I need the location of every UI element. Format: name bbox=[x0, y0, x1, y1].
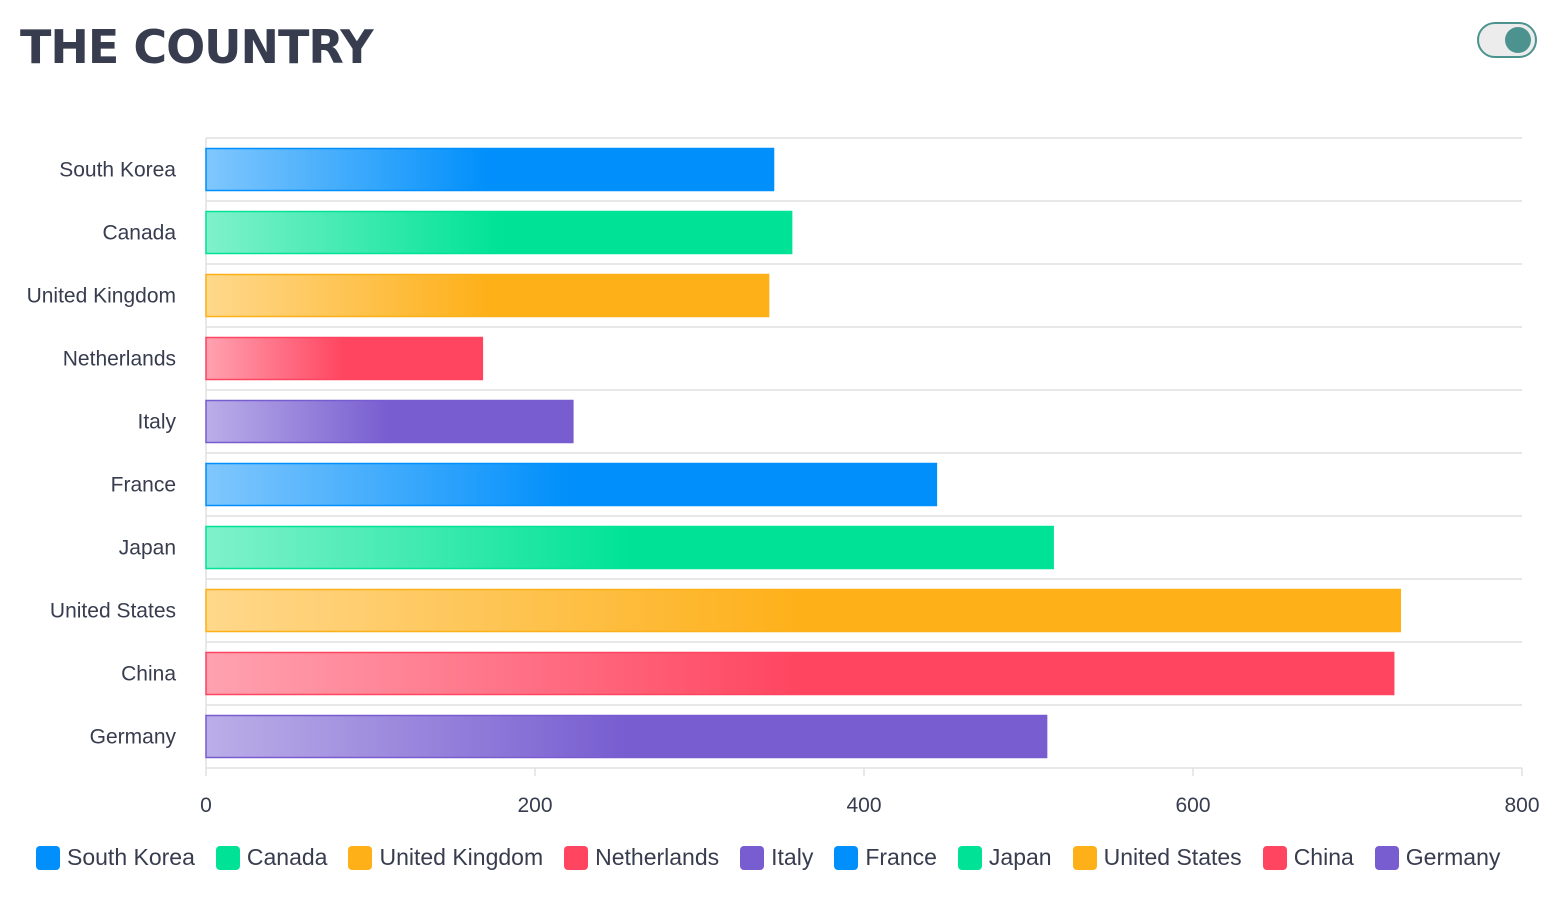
legend-item[interactable]: Japan bbox=[957, 844, 1052, 871]
legend-swatch-icon bbox=[1374, 845, 1399, 870]
legend-swatch-icon bbox=[215, 845, 240, 870]
x-tick-label: 600 bbox=[1175, 794, 1210, 817]
legend-swatch-icon bbox=[564, 845, 589, 870]
legend-swatch-icon bbox=[957, 845, 982, 870]
legend-swatch-icon bbox=[348, 845, 373, 870]
chart-title: THE COUNTRY bbox=[20, 20, 374, 74]
category-label: Netherlands bbox=[63, 348, 176, 371]
legend-label: China bbox=[1293, 844, 1354, 870]
legend-label: Netherlands bbox=[595, 844, 720, 870]
category-label: United Kingdom bbox=[27, 285, 176, 308]
legend-item[interactable]: Netherlands bbox=[564, 844, 719, 871]
category-label: Canada bbox=[102, 222, 176, 245]
chart-legend: South Korea Canada United Kingdom Netherlan… bbox=[36, 844, 1521, 871]
legend-label: France bbox=[865, 844, 937, 870]
legend-item[interactable]: United Kingdom bbox=[348, 844, 543, 871]
bar-united-kingdom[interactable] bbox=[205, 273, 770, 318]
toggle-knob-icon bbox=[1505, 27, 1531, 53]
legend-label: United States bbox=[1103, 844, 1242, 870]
bar-netherlands[interactable] bbox=[205, 336, 484, 381]
category-label: South Korea bbox=[59, 159, 176, 182]
x-tick-label: 800 bbox=[1504, 794, 1539, 817]
category-label: United States bbox=[50, 600, 176, 623]
legend-label: United Kingdom bbox=[379, 844, 544, 870]
legend-item[interactable]: Germany bbox=[1374, 844, 1501, 871]
x-tick-label: 400 bbox=[846, 794, 881, 817]
bar-south-korea[interactable] bbox=[205, 147, 775, 192]
category-label: France bbox=[111, 474, 176, 497]
legend-label: Germany bbox=[1405, 844, 1501, 870]
bar-france[interactable] bbox=[205, 462, 938, 507]
x-tick-label: 200 bbox=[517, 794, 552, 817]
legend-swatch-icon bbox=[740, 845, 765, 870]
bar-germany[interactable] bbox=[205, 714, 1048, 759]
category-label: Italy bbox=[137, 411, 176, 434]
category-label: Germany bbox=[90, 726, 177, 749]
legend-swatch-icon bbox=[834, 845, 859, 870]
legend-swatch-icon bbox=[36, 845, 60, 870]
legend-item[interactable]: Canada bbox=[215, 844, 328, 871]
legend-swatch-icon bbox=[1072, 845, 1097, 870]
category-label: Japan bbox=[119, 537, 176, 560]
bar-japan[interactable] bbox=[205, 525, 1054, 570]
legend-item[interactable]: South Korea bbox=[36, 844, 195, 871]
view-toggle[interactable] bbox=[1477, 22, 1537, 58]
bar-china[interactable] bbox=[205, 651, 1395, 696]
legend-item[interactable]: United States bbox=[1072, 844, 1242, 871]
legend-label: Italy bbox=[771, 844, 814, 870]
legend-item[interactable]: Italy bbox=[740, 844, 813, 871]
legend-item[interactable]: China bbox=[1262, 844, 1354, 871]
legend-label: South Korea bbox=[67, 844, 195, 870]
bar-italy[interactable] bbox=[205, 399, 574, 444]
bar-united-states[interactable] bbox=[205, 588, 1402, 633]
x-tick-label: 0 bbox=[200, 794, 212, 817]
legend-label: Canada bbox=[246, 844, 328, 870]
legend-swatch-icon bbox=[1262, 845, 1287, 870]
legend-label: Japan bbox=[988, 844, 1052, 870]
category-label: China bbox=[121, 663, 176, 686]
bar-chart: South Korea Canada United Kingdom Netherlan… bbox=[27, 137, 1540, 817]
legend-item[interactable]: France bbox=[834, 844, 937, 871]
bar-canada[interactable] bbox=[205, 210, 793, 255]
